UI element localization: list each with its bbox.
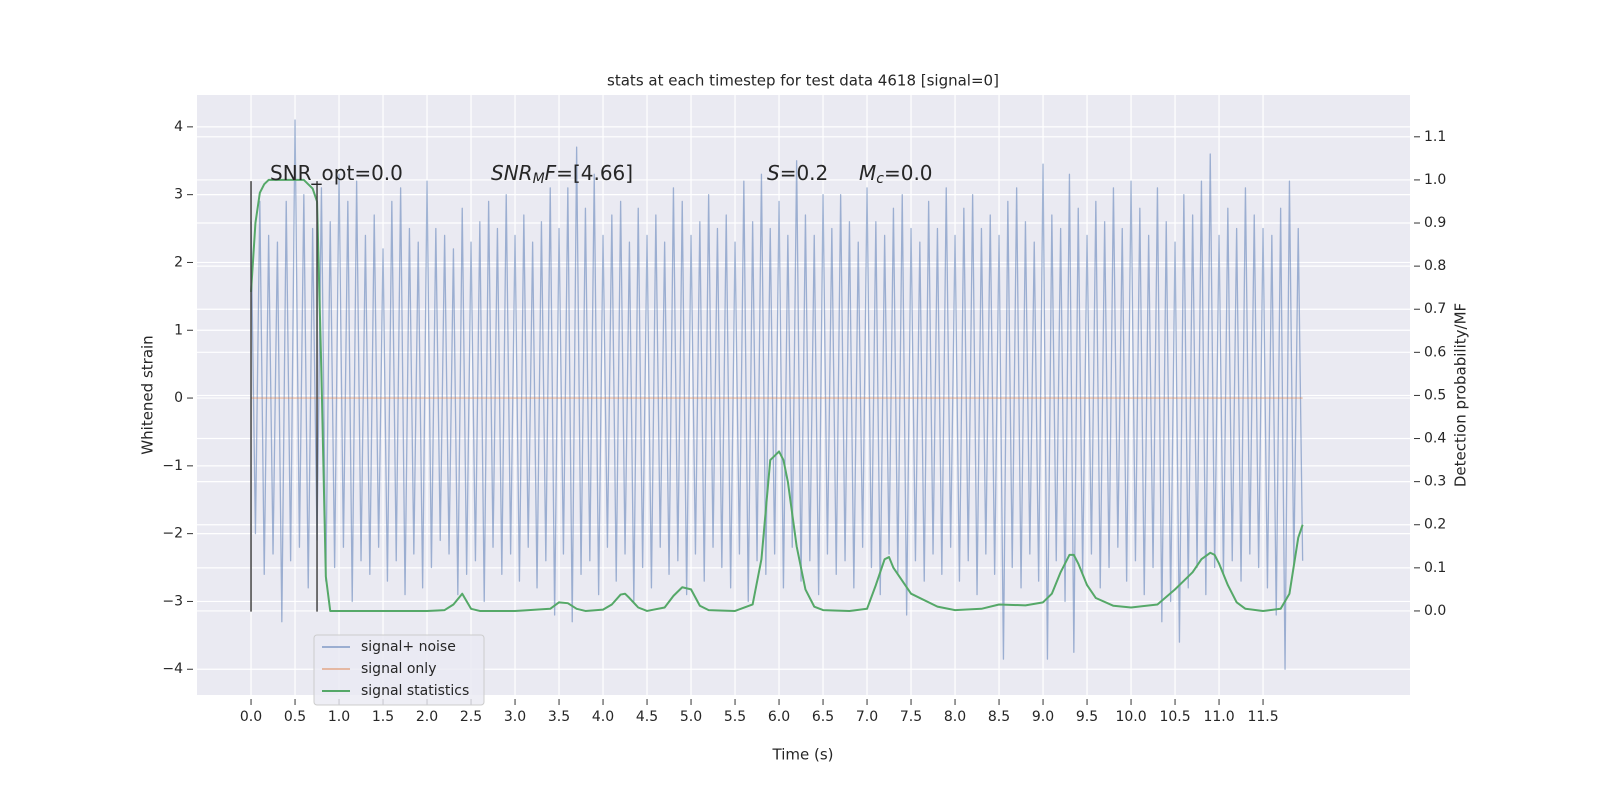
y-tick-label: 1 bbox=[174, 322, 183, 338]
chart-title: stats at each timestep for test data 461… bbox=[607, 72, 999, 90]
y-tick-label: −2 bbox=[162, 526, 183, 542]
x-tick-label: 3.5 bbox=[548, 709, 570, 725]
x-tick-label: 1.0 bbox=[328, 709, 350, 725]
annotation: S=0.2 bbox=[767, 161, 828, 185]
x-tick-label: 5.0 bbox=[680, 709, 702, 725]
annotation-run: =[4.66] bbox=[556, 161, 633, 185]
x-tick-label: 0.0 bbox=[240, 709, 262, 725]
x-tick-label: 2.5 bbox=[460, 709, 482, 725]
annotation-run: M bbox=[859, 161, 876, 185]
x-tick-label: 6.5 bbox=[812, 709, 834, 725]
x-tick-label: 1.5 bbox=[372, 709, 394, 725]
y-tick-label: 2 bbox=[174, 254, 183, 270]
y2-tick-label: 0.5 bbox=[1424, 387, 1446, 403]
y2-tick-label: 0.3 bbox=[1424, 474, 1446, 490]
y-tick-label: −4 bbox=[162, 661, 183, 677]
x-tick-label: 11.5 bbox=[1247, 709, 1278, 725]
x-tick-label: 7.5 bbox=[900, 709, 922, 725]
y2-tick-label: 1.1 bbox=[1424, 129, 1446, 145]
x-tick-label: 0.5 bbox=[284, 709, 306, 725]
y2-tick-label: 0.1 bbox=[1424, 560, 1446, 576]
x-tick-label: 9.0 bbox=[1032, 709, 1054, 725]
y-tick-label: −1 bbox=[162, 458, 183, 474]
x-tick-label: 5.5 bbox=[724, 709, 746, 725]
legend-label: signal statistics bbox=[361, 683, 469, 699]
y2-axis-label: Detection probability/MF bbox=[1452, 303, 1470, 487]
x-tick-label: 2.0 bbox=[416, 709, 438, 725]
annotation-run: S bbox=[767, 161, 780, 185]
y2-tick-label: 0.8 bbox=[1424, 258, 1446, 274]
x-tick-label: 10.5 bbox=[1159, 709, 1190, 725]
legend-box bbox=[313, 634, 485, 706]
y2-tick-label: 0.7 bbox=[1424, 301, 1446, 317]
annotation: Mc=0.0 bbox=[859, 161, 933, 188]
annotation-run: =0.2 bbox=[780, 161, 829, 185]
y-tick-label: 4 bbox=[174, 119, 183, 135]
x-axis-label: Time (s) bbox=[772, 746, 834, 764]
y2-tick-label: 0.0 bbox=[1424, 603, 1446, 619]
x-tick-label: 11.0 bbox=[1203, 709, 1234, 725]
annotation-run: M bbox=[533, 171, 545, 187]
x-tick-label: 3.0 bbox=[504, 709, 526, 725]
y-tick-label: −3 bbox=[162, 593, 183, 609]
annotation: SNR_opt=0.0 bbox=[270, 161, 403, 185]
x-tick-label: 10.0 bbox=[1115, 709, 1146, 725]
y-tick-label: 3 bbox=[174, 187, 183, 203]
annotation-run: F bbox=[545, 161, 557, 185]
annotation-run: SNR_opt=0.0 bbox=[270, 161, 403, 185]
y2-tick-label: 0.9 bbox=[1424, 215, 1446, 231]
annotation: SNRMF=[4.66] bbox=[491, 161, 633, 188]
series-line bbox=[250, 178, 1304, 612]
y2-tick-label: 0.6 bbox=[1424, 344, 1446, 360]
y2-tick-label: 1.0 bbox=[1424, 172, 1446, 188]
x-tick-label: 9.5 bbox=[1076, 709, 1098, 725]
x-tick-label: 4.5 bbox=[636, 709, 658, 725]
y2-tick-label: 0.2 bbox=[1424, 517, 1446, 533]
annotation-run: SNR bbox=[491, 161, 533, 185]
series-line bbox=[250, 119, 1304, 670]
y-tick-label: 0 bbox=[174, 390, 183, 406]
legend-label: signal only bbox=[361, 661, 436, 677]
legend-label: signal+ noise bbox=[361, 639, 456, 655]
y-axis-label: Whitened strain bbox=[139, 335, 157, 454]
x-tick-label: 4.0 bbox=[592, 709, 614, 725]
x-tick-label: 8.5 bbox=[988, 709, 1010, 725]
annotation-run: =0.0 bbox=[884, 161, 933, 185]
x-tick-label: 6.0 bbox=[768, 709, 790, 725]
y2-tick-label: 0.4 bbox=[1424, 431, 1446, 447]
annotation-run: c bbox=[876, 171, 884, 187]
x-tick-label: 8.0 bbox=[944, 709, 966, 725]
x-tick-label: 7.0 bbox=[856, 709, 878, 725]
